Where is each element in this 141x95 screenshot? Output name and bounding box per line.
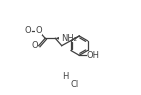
Text: O: O <box>31 41 38 50</box>
Text: H: H <box>62 72 69 81</box>
Text: OH: OH <box>86 51 99 60</box>
Text: O: O <box>25 26 31 35</box>
Text: NH₂: NH₂ <box>61 34 77 43</box>
Polygon shape <box>55 37 59 40</box>
Text: Cl: Cl <box>70 80 79 89</box>
Text: O: O <box>35 26 42 35</box>
